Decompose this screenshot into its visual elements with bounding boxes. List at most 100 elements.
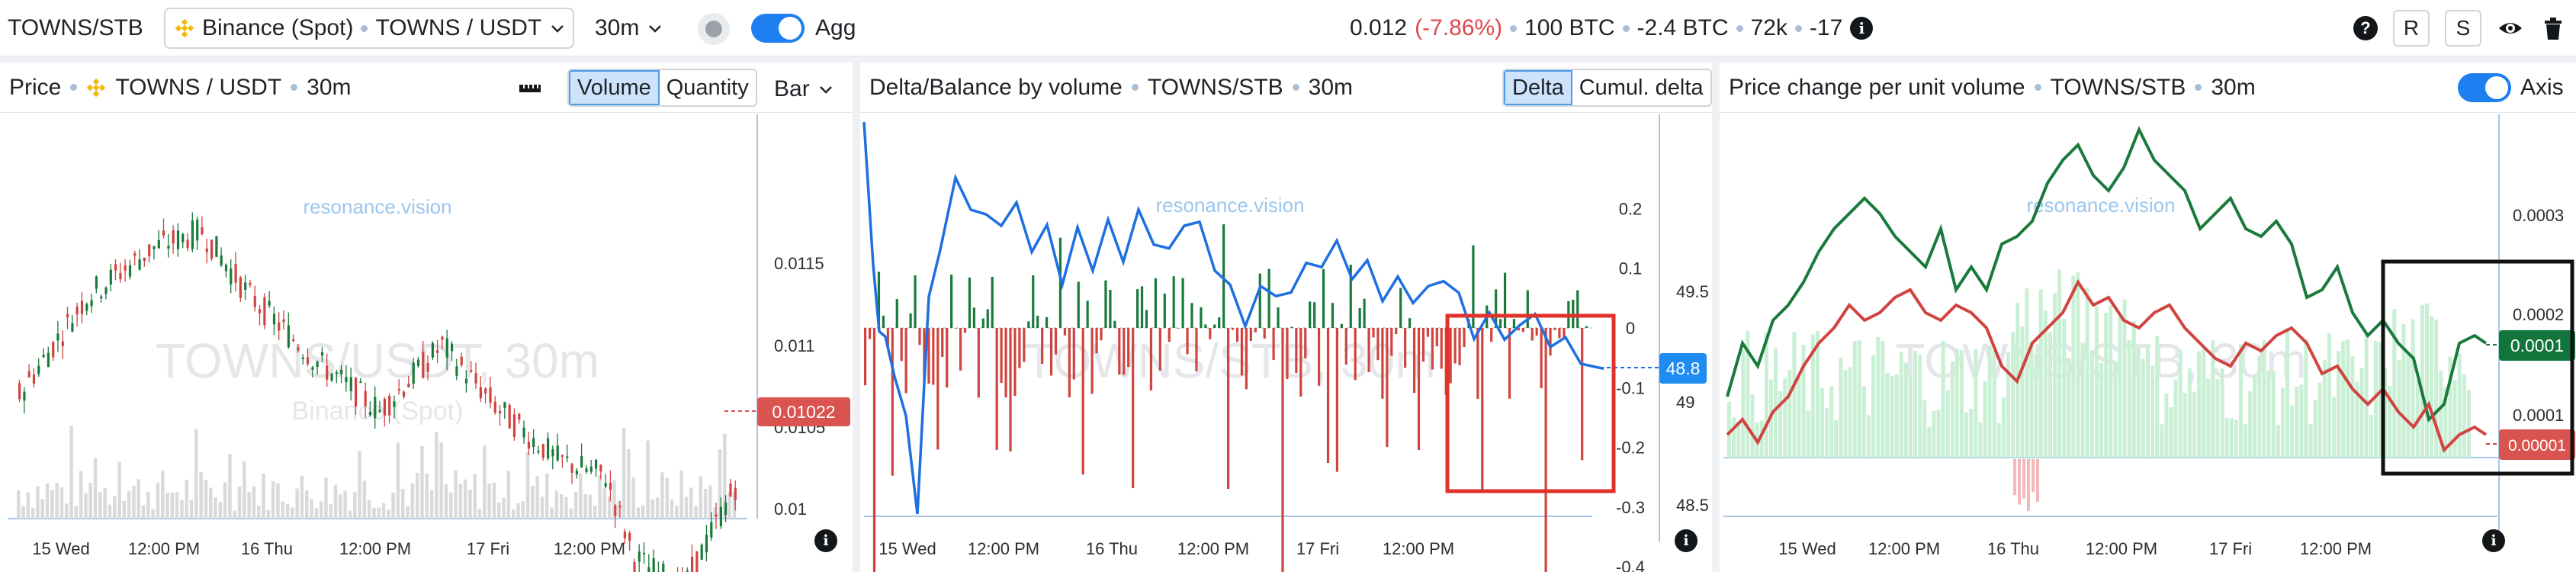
volume-bar — [627, 448, 631, 519]
axis-toggle[interactable] — [2458, 73, 2511, 102]
volume-bar — [502, 497, 506, 519]
market-stats: 0.012 (-7.86%) 100 BTC -2.4 BTC 72k -17 … — [1350, 15, 1874, 41]
volume-bar — [165, 492, 169, 519]
delta-panel-header: Delta/Balance by volume TOWNS/STB 30m — [860, 63, 1712, 113]
pcpuv-panel: Price change per unit volume TOWNS/STB 3… — [1720, 63, 2576, 572]
candle-body — [349, 377, 352, 391]
volume-bar — [1783, 378, 1787, 458]
delta-bar — [1354, 328, 1357, 381]
candle-body — [244, 282, 247, 291]
volume-bar — [170, 492, 175, 519]
trash-icon[interactable] — [2539, 14, 2567, 42]
info-icon[interactable]: i — [814, 529, 837, 552]
volume-bar — [348, 510, 352, 519]
chevron-down-icon — [647, 20, 663, 37]
volume-bar — [2257, 355, 2262, 458]
price-plot[interactable]: resonance.vision TOWNS/USDT, 30m Binance (… — [0, 114, 853, 572]
delta-bar — [1204, 324, 1207, 328]
candle-body — [474, 373, 477, 384]
volume-bar — [641, 505, 645, 519]
y-tick-label: -0.4 — [1616, 558, 1645, 572]
interval-selector[interactable]: 30m — [595, 15, 663, 41]
panel-title: Delta/Balance by volume — [869, 74, 1123, 100]
delta-bar — [1412, 328, 1416, 394]
volume-bar — [2122, 299, 2127, 458]
candle-body — [143, 257, 146, 262]
delta-plot[interactable]: resonance.vision TOWNS/STB, 30m 0.2 0.1 0 -0.… — [860, 114, 1712, 572]
volume-bar — [2071, 275, 2076, 458]
volume-bar — [583, 493, 587, 519]
volume-bar — [2266, 370, 2271, 458]
volume-bar — [1927, 426, 1932, 458]
info-icon[interactable]: i — [1675, 529, 1698, 552]
x-tick-label: 12:00 PM — [1868, 539, 1940, 558]
volume-bar — [281, 501, 284, 519]
delta-bar — [950, 275, 953, 328]
x-tick-label: 17 Fri — [467, 539, 509, 558]
delta-bar — [1376, 328, 1380, 361]
delta-bar — [900, 328, 903, 362]
volume-bar — [511, 509, 516, 519]
volume-bar — [291, 507, 294, 519]
delta-bar — [868, 328, 872, 339]
volume-bar — [2397, 359, 2401, 458]
volume-bar — [1871, 355, 1876, 458]
volume-bar — [2313, 400, 2317, 458]
delta-bar — [1045, 317, 1049, 328]
s-button[interactable]: S — [2445, 10, 2481, 47]
volume-bar — [1922, 400, 1927, 458]
agg-toggle[interactable] — [751, 14, 805, 43]
delta-bar — [1145, 310, 1148, 328]
pcpuv-plot[interactable]: resonance.vision TOWNS/STB, 30m 0.0003 0.00… — [1720, 114, 2576, 572]
exchange-selector[interactable]: Binance (Spot) TOWNS / USDT — [164, 8, 574, 49]
volume-bar — [262, 473, 265, 519]
ruler-icon[interactable] — [519, 79, 541, 100]
candle-body — [133, 253, 137, 256]
chart-type-selector[interactable]: Bar — [774, 76, 834, 102]
volume-bar — [454, 470, 458, 519]
delta-bar — [1218, 317, 1221, 328]
volume-bar — [1815, 330, 1820, 458]
delta-bar — [1318, 328, 1321, 386]
volume-bar — [2466, 390, 2471, 458]
info-icon[interactable]: i — [2482, 529, 2505, 552]
volume-bar — [247, 491, 251, 519]
volume-bar — [540, 496, 544, 519]
separator-dot — [291, 84, 298, 91]
candle-body — [66, 314, 69, 317]
delta-bar — [1367, 328, 1370, 373]
volume-bar — [161, 471, 165, 519]
volume-bar — [59, 487, 64, 519]
candle-body — [493, 401, 496, 413]
volume-bar — [660, 472, 664, 519]
candle-body — [42, 355, 45, 358]
volume-bar — [1885, 372, 1890, 458]
candle-body — [729, 484, 732, 496]
delta-tab[interactable]: Delta — [1504, 70, 1572, 105]
delta-bar — [1100, 328, 1103, 341]
delta-bar — [872, 328, 876, 572]
help-icon[interactable]: ? — [2353, 16, 2378, 40]
volume-bar — [1987, 345, 1992, 458]
eye-icon[interactable] — [2497, 14, 2524, 42]
volume-bar — [1848, 367, 1852, 458]
delta-bar — [1549, 328, 1552, 356]
delta-bar — [1195, 328, 1198, 371]
quantity-tab[interactable]: Quantity — [666, 75, 749, 100]
info-icon[interactable]: i — [1850, 17, 1874, 40]
record-button[interactable] — [698, 13, 730, 45]
r-button[interactable]: R — [2393, 10, 2430, 47]
volume-bar — [103, 487, 107, 519]
delta-bar — [1526, 290, 1529, 328]
volume-bar — [252, 486, 256, 519]
volume-bar — [1732, 417, 1736, 458]
volume-bar — [1829, 386, 1834, 458]
candle-body — [436, 350, 439, 353]
volume-bar — [1936, 410, 1941, 458]
x-tick-label: 12:00 PM — [1177, 539, 1249, 558]
volume-bar — [137, 479, 140, 519]
delta-bar — [995, 328, 998, 450]
cumul-delta-tab[interactable]: Cumul. delta — [1579, 75, 1704, 100]
volume-tab[interactable]: Volume — [569, 70, 660, 105]
candle-body — [355, 378, 358, 407]
